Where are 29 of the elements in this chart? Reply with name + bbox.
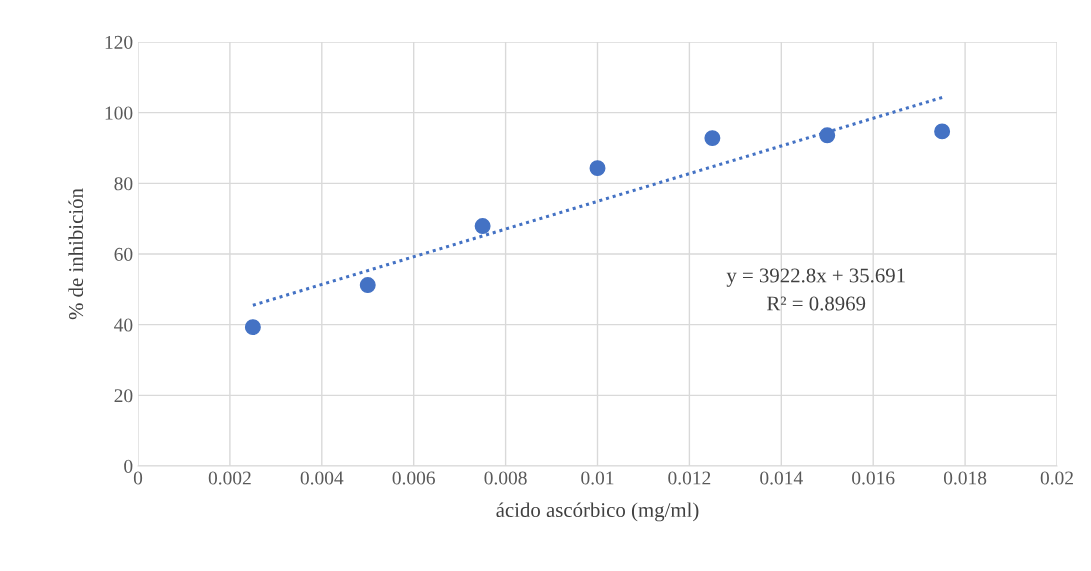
- x-tick-label: 0.016: [852, 471, 895, 485]
- point: [244, 319, 261, 336]
- x-tick-label: 0.012: [668, 471, 711, 485]
- y-tick-label: 60: [114, 247, 133, 261]
- x-tick-label: 0: [133, 471, 143, 485]
- x-tick-label: 0.006: [392, 471, 435, 485]
- x-tick-label: 0.02: [1040, 471, 1073, 485]
- y-tick-label: 100: [105, 106, 133, 120]
- x-tick-label: 0.014: [760, 471, 803, 485]
- x-axis-title: ácido ascórbico (mg/ml): [496, 502, 699, 522]
- y-tick-label: 20: [114, 389, 133, 403]
- x-tick-label: 0.018: [943, 471, 987, 485]
- point: [819, 127, 836, 144]
- annotation: y = 3922.8x + 35.691: [726, 268, 905, 287]
- x-tick-label: 0.01: [581, 471, 614, 485]
- y-tick-label: 120: [105, 35, 133, 49]
- x-tick-label: 0.004: [300, 471, 344, 485]
- y-tick-label: 80: [114, 177, 133, 191]
- point: [934, 123, 951, 140]
- y-tick-label: 0: [124, 459, 133, 473]
- y-axis-title: % de inhibición: [68, 188, 84, 320]
- point: [474, 218, 491, 235]
- x-tick-label: 0.008: [484, 471, 527, 485]
- y-tick-label: 40: [114, 318, 133, 332]
- point: [359, 277, 376, 294]
- point: [704, 130, 721, 147]
- annotation: R² = 0.8969: [767, 296, 866, 311]
- point: [589, 160, 606, 177]
- x-tick-label: 0.002: [208, 471, 251, 485]
